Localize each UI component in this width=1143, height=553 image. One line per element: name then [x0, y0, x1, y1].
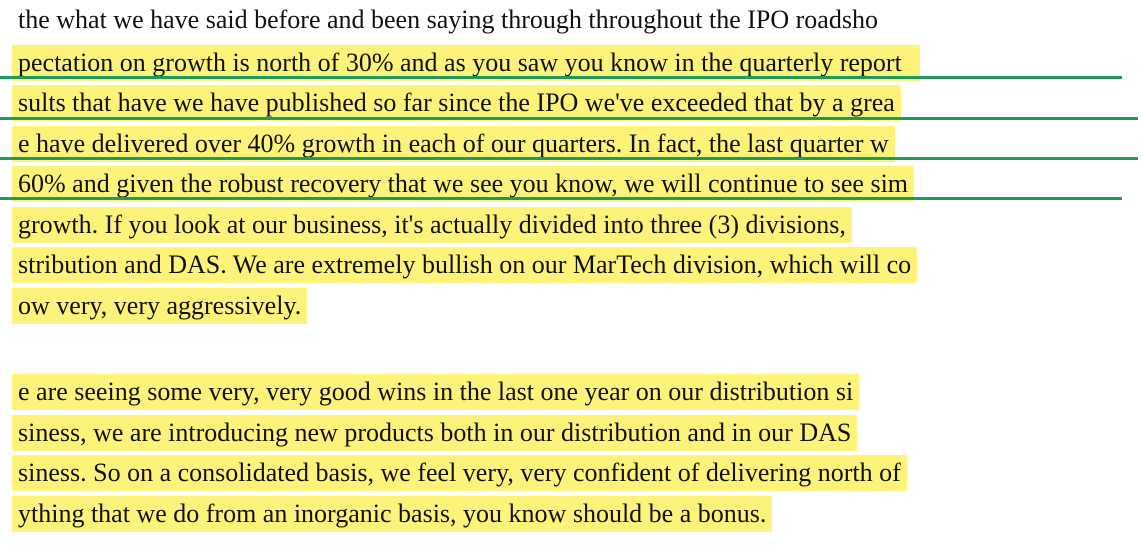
highlighted-text: e are seeing some very, very good wins i…	[12, 374, 860, 411]
document: the what we have said before and been sa…	[12, 0, 1120, 532]
text-line: the what we have said before and been sa…	[12, 0, 1120, 41]
highlighted-text: pectation on growth is north of 30% and …	[12, 44, 920, 81]
text-line: growth. If you look at our business, it'…	[12, 203, 1120, 244]
highlighted-text: e have delivered over 40% growth in each…	[12, 125, 895, 162]
highlighted-text: siness, we are introducing new products …	[12, 414, 858, 451]
highlighted-text: ything that we do from an inorganic basi…	[12, 495, 773, 532]
text-line: e are seeing some very, very good wins i…	[12, 370, 1120, 411]
text-line: pectation on growth is north of 30% and …	[12, 41, 1120, 82]
text-line: stribution and DAS. We are extremely bul…	[12, 243, 1120, 284]
highlighted-text: growth. If you look at our business, it'…	[12, 206, 852, 243]
text-line: siness, we are introducing new products …	[12, 411, 1120, 452]
line-text: the what we have said before and been sa…	[18, 5, 878, 34]
text-line: ow very, very aggressively.	[12, 284, 1120, 325]
text-line: sults that have we have published so far…	[12, 81, 1120, 122]
text-line: 60% and given the robust recovery that w…	[12, 162, 1120, 203]
text-line: e have delivered over 40% growth in each…	[12, 122, 1120, 163]
underline	[0, 76, 1122, 79]
highlighted-text: 60% and given the robust recovery that w…	[12, 166, 915, 203]
highlighted-text: ow very, very aggressively.	[12, 287, 308, 324]
highlighted-text: siness. So on a consolidated basis, we f…	[12, 455, 907, 492]
text-line: ything that we do from an inorganic basi…	[12, 492, 1120, 533]
paragraph-gap	[12, 324, 1120, 370]
text-line: siness. So on a consolidated basis, we f…	[12, 451, 1120, 492]
underline	[0, 197, 1122, 200]
highlighted-text: stribution and DAS. We are extremely bul…	[12, 247, 918, 284]
highlighted-text: sults that have we have published so far…	[12, 85, 901, 122]
underline	[0, 117, 1138, 120]
underline	[0, 157, 1138, 160]
